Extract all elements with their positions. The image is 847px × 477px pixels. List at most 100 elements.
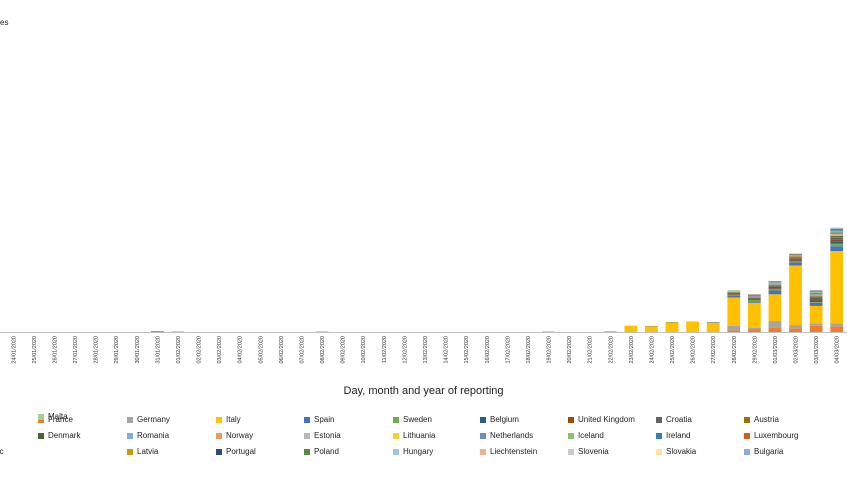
bar-segment (727, 291, 741, 292)
bar-segment (809, 296, 823, 298)
bar-segment (747, 327, 761, 330)
bar-segment (789, 257, 802, 259)
bar-segment (747, 297, 761, 299)
x-tick-label: 01/02/2020 (176, 336, 182, 364)
bar-segment (789, 255, 802, 257)
bar-segment (809, 290, 823, 292)
legend-label: Estonia (314, 431, 341, 440)
legend-label: Portugal (226, 447, 256, 456)
legend-swatch (480, 416, 486, 423)
legend-swatch (393, 448, 399, 455)
legend-swatch (127, 416, 133, 423)
x-tick-label: 14/02/2020 (444, 336, 450, 364)
legend-label: Lithuania (403, 431, 436, 440)
bar-segment (830, 243, 844, 247)
legend-item: France (38, 415, 73, 424)
bar-segment (747, 294, 761, 297)
bar-segment (768, 288, 782, 290)
legend-item: Luxembourg (744, 431, 798, 440)
bar-segment (768, 285, 782, 287)
bar-segment (747, 302, 761, 328)
bar-segment (747, 296, 761, 298)
legend-item: Germany (127, 415, 170, 424)
legend-item: Slovenia (568, 447, 609, 456)
bar-segment (789, 255, 802, 256)
x-tick-label: 25/01/2020 (32, 336, 38, 364)
legend-label: Iceland (578, 431, 604, 440)
legend-swatch (38, 432, 44, 439)
legend-item: United Kingdom (568, 415, 635, 424)
legend-swatch (304, 416, 310, 423)
bar-segment (727, 295, 741, 298)
x-tick-label: 08/02/2020 (320, 336, 326, 364)
x-tick-label: 19/02/2020 (547, 336, 553, 364)
bar-segment (686, 321, 699, 332)
legend-label: Sweden (403, 415, 432, 424)
x-tick-label: 07/02/2020 (299, 336, 305, 364)
bar-segment (727, 325, 741, 331)
legend-swatch (38, 413, 44, 420)
x-tick-label: 01/03/2020 (773, 336, 779, 364)
legend-item: Iceland (568, 431, 604, 440)
legend-item: Poland (304, 447, 339, 456)
legend-swatch (216, 432, 222, 439)
legend-item: Slovakia (656, 447, 696, 456)
bar-segment (830, 232, 844, 235)
bar-segment (624, 325, 638, 332)
bar-segment (665, 321, 679, 323)
bar-segment (809, 300, 823, 303)
x-tick-label: 12/02/2020 (402, 336, 408, 364)
legend-label: lic (0, 447, 4, 456)
x-tick-label: 29/02/2020 (752, 336, 758, 364)
bar-segment (830, 239, 844, 242)
legend-item: Malta (38, 412, 68, 421)
bar-segment (603, 331, 617, 332)
bar-segment (768, 282, 782, 284)
legend-swatch (480, 432, 486, 439)
legend-item: Spain (304, 415, 334, 424)
bar-segment (768, 321, 782, 328)
legend-item: Italy (216, 415, 241, 424)
bar-segment (645, 326, 658, 332)
legend-swatch (744, 432, 750, 439)
x-tick-label: 31/01/2020 (155, 336, 161, 364)
bar-segment (768, 289, 782, 291)
bar-segment (830, 229, 844, 231)
bar-segment (789, 265, 802, 326)
x-tick-label: 05/02/2020 (258, 336, 264, 364)
bar-segment (706, 323, 720, 332)
legend-label: Malta (48, 412, 68, 421)
x-tick-label: 22/02/2020 (608, 336, 614, 364)
x-tick-label: 03/03/2020 (814, 336, 820, 364)
bar-segment (830, 326, 844, 332)
legend-item: Belgium (480, 415, 519, 424)
legend-item: Sweden (393, 415, 432, 424)
bar-segment (727, 297, 741, 326)
x-tick-label: 28/02/2020 (732, 336, 738, 364)
legend-item: Estonia (304, 431, 341, 440)
bar-segment (830, 250, 844, 324)
x-tick-label: 27/01/2020 (73, 336, 79, 364)
chart-plot: 24/01/2020 25/01/2020 26/01/2020 27/01/2020… (0, 227, 847, 364)
legend-label: Poland (314, 447, 339, 456)
x-tick-label: 13/02/2020 (423, 336, 429, 364)
bar-segment (789, 262, 802, 266)
bar-segment (789, 325, 802, 329)
bar-segment (809, 297, 823, 300)
legend-swatch (127, 448, 133, 455)
bar-segment (747, 329, 761, 332)
bar-segment (830, 237, 844, 240)
legend-label: Norway (226, 431, 254, 440)
x-tick-label: 02/02/2020 (197, 336, 203, 364)
legend-swatch (744, 448, 750, 455)
bar-segment (768, 290, 782, 295)
legend-item: Netherlands (480, 431, 533, 440)
x-tick-label: 24/01/2020 (11, 336, 17, 364)
legend-swatch (216, 448, 222, 455)
bar-segment (747, 299, 761, 300)
legend-swatch (216, 416, 222, 423)
legend-swatch (656, 432, 662, 439)
y-axis-label: es (0, 18, 9, 27)
legend-item: Portugal (216, 447, 256, 456)
legend-item: Liechtenstein (480, 447, 537, 456)
